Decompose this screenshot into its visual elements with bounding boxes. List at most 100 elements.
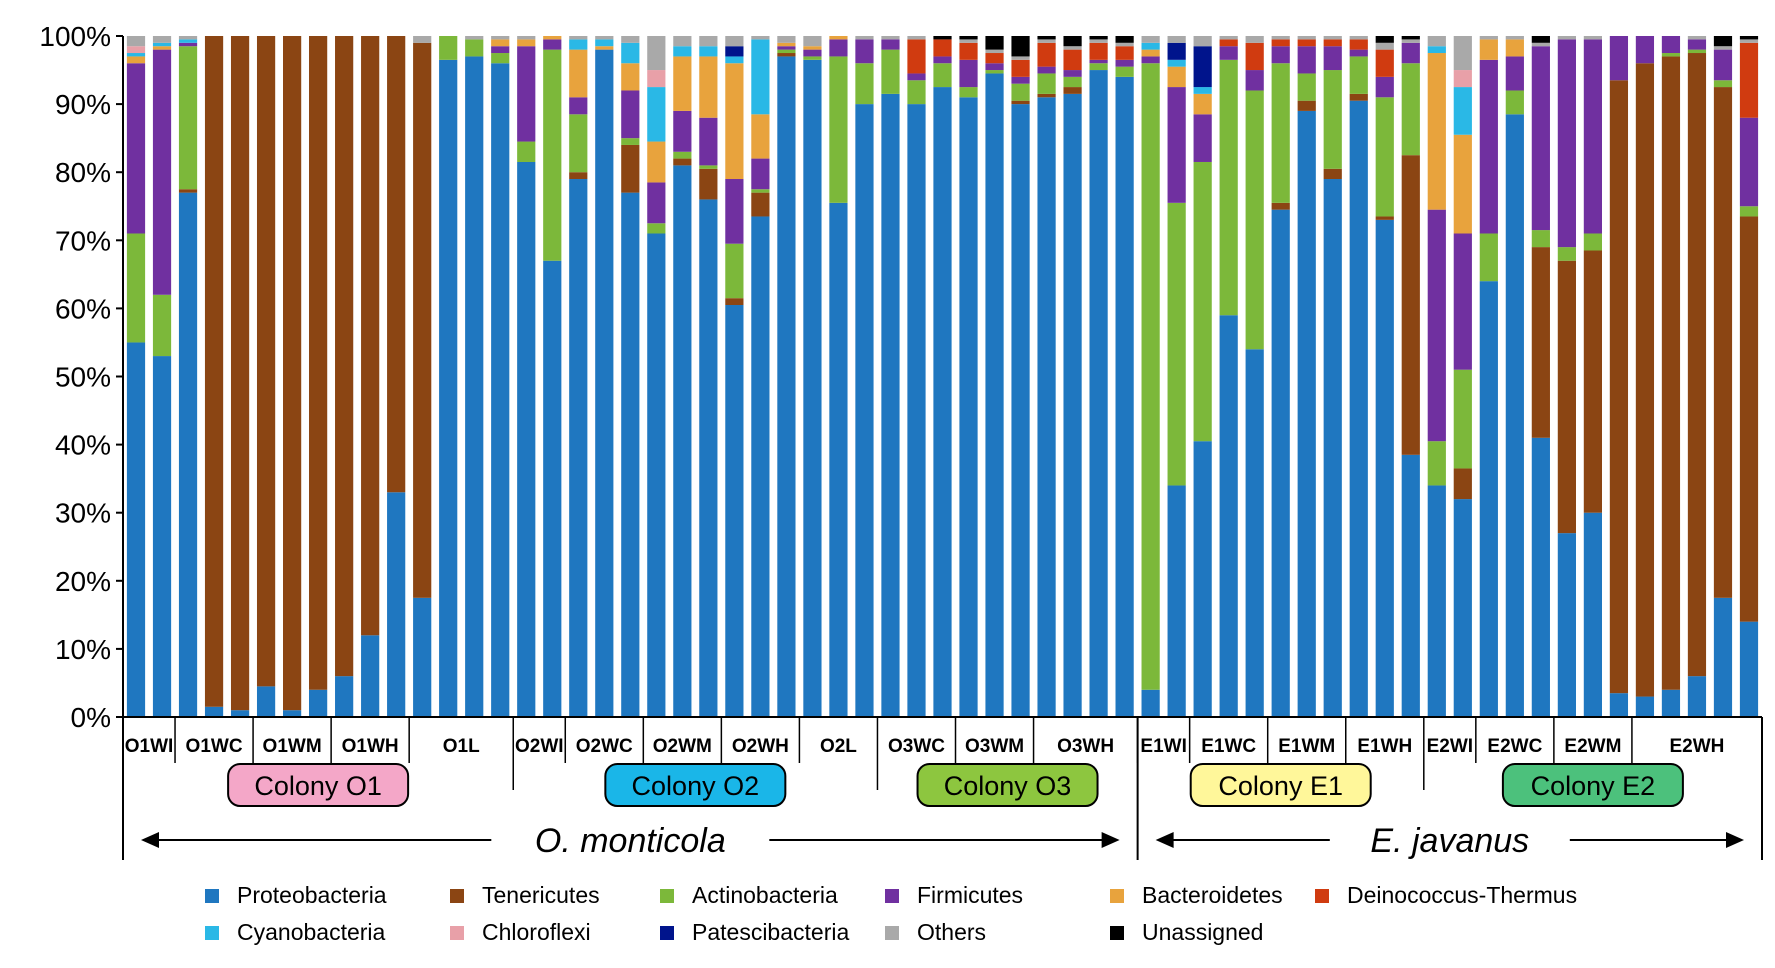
bar-o1wh-1 <box>335 36 354 717</box>
segment-others <box>1479 36 1498 40</box>
segment-others <box>985 49 1004 54</box>
species-label-o-monticola: O. monticola <box>535 822 726 860</box>
bar-o1wm-1 <box>256 36 276 717</box>
legend-label: Tenericutes <box>482 882 600 908</box>
bar-o1wm-2 <box>283 36 302 717</box>
bar-o1l-3 <box>465 36 484 718</box>
segment-cyanobacteria <box>621 42 640 64</box>
segment-others <box>647 36 666 71</box>
segment-cyanobacteria <box>178 39 198 43</box>
segment-others <box>1089 39 1108 43</box>
segment-firmicutes <box>1635 36 1655 64</box>
segment-others <box>1297 36 1316 40</box>
segment-bacteroidetes <box>491 39 510 47</box>
bar-o2wh-1 <box>725 36 744 717</box>
legend-label: Others <box>917 919 986 945</box>
segment-actinobacteria <box>725 243 744 299</box>
segment-others <box>1687 36 1707 40</box>
bar-e2wc-2 <box>1505 36 1524 717</box>
group-label-o2wm: O2WM <box>653 736 712 757</box>
segment-unassigned <box>1063 36 1082 47</box>
segment-firmicutes <box>855 39 874 64</box>
segment-proteobacteria <box>1609 693 1629 717</box>
legend-label: Bacteroidetes <box>1142 882 1283 908</box>
bar-o2l-1 <box>803 36 822 717</box>
segment-actinobacteria <box>1401 63 1420 156</box>
segment-firmicutes <box>178 42 198 47</box>
bar-o2wc-2 <box>595 36 614 718</box>
bar-o1wc-3 <box>230 36 250 717</box>
segment-others <box>491 36 510 40</box>
segment-proteobacteria <box>1167 485 1186 717</box>
segment-actinobacteria <box>1011 83 1030 101</box>
segment-unassigned <box>1037 36 1056 40</box>
segment-unassigned <box>1115 36 1134 43</box>
segment-tenericutes <box>1271 202 1290 210</box>
segment-bacteroidetes <box>751 114 770 159</box>
segment-actinobacteria <box>1375 97 1394 217</box>
bar-o3wh-4 <box>1115 36 1134 718</box>
segment-firmicutes <box>673 110 692 152</box>
segment-others <box>569 36 588 40</box>
segment-others <box>803 36 822 47</box>
segment-proteobacteria <box>1557 533 1576 717</box>
segment-firmicutes <box>933 56 952 64</box>
segment-tenericutes <box>1297 100 1316 111</box>
segment-tenericutes <box>1713 87 1733 598</box>
bar-e2wc-1 <box>1479 36 1498 717</box>
segment-firmicutes <box>1453 233 1472 370</box>
segment-bacteroidetes <box>699 56 718 118</box>
segment-actinobacteria <box>152 294 172 357</box>
bar-e1wm-1 <box>1271 36 1290 717</box>
segment-actinobacteria <box>1713 80 1733 88</box>
bar-o1wm-3 <box>309 36 328 717</box>
segment-actinobacteria <box>855 63 874 105</box>
segment-proteobacteria <box>387 492 406 717</box>
segment-tenericutes <box>1401 155 1420 455</box>
segment-others <box>621 36 640 43</box>
segment-cyanobacteria <box>1453 87 1472 135</box>
bar-e1wi-2 <box>1167 36 1186 717</box>
segment-bacteroidetes <box>152 46 172 50</box>
legend-swatch <box>450 889 464 903</box>
segment-actinobacteria <box>126 233 146 343</box>
segment-others <box>1011 56 1030 60</box>
segment-tenericutes <box>387 36 406 493</box>
segment-actinobacteria <box>569 114 588 173</box>
segment-deinococcus-thermus <box>1011 59 1030 77</box>
segment-proteobacteria <box>595 49 614 718</box>
segment-tenericutes <box>1323 168 1342 180</box>
segment-bacteroidetes <box>1453 134 1472 234</box>
segment-proteobacteria <box>1011 104 1030 718</box>
segment-cyanobacteria <box>1167 59 1186 67</box>
segment-proteobacteria <box>309 689 328 717</box>
bar-o1l-2 <box>439 36 458 717</box>
segment-proteobacteria <box>126 342 146 717</box>
segment-bacteroidetes <box>777 42 796 47</box>
group-label-e1wm: E1WM <box>1278 736 1335 757</box>
y-tick-label: 70% <box>55 225 111 256</box>
segment-firmicutes <box>777 46 796 50</box>
segment-proteobacteria <box>1739 621 1759 717</box>
bar-e1wc-1 <box>1193 36 1212 717</box>
segment-unassigned <box>985 36 1004 50</box>
segment-others <box>1323 36 1342 40</box>
segment-actinobacteria <box>959 87 978 98</box>
segment-firmicutes <box>1609 36 1629 81</box>
segment-proteobacteria <box>699 199 718 717</box>
segment-proteobacteria <box>621 192 640 717</box>
segment-tenericutes <box>1349 93 1368 101</box>
bar-o2l-2 <box>829 36 848 718</box>
segment-firmicutes <box>881 39 900 50</box>
segment-others <box>1713 46 1733 50</box>
segment-actinobacteria <box>1349 56 1368 94</box>
segment-actinobacteria <box>829 56 848 203</box>
segment-proteobacteria <box>1141 689 1160 717</box>
bars-layer <box>126 36 1759 718</box>
segment-proteobacteria <box>1661 689 1681 717</box>
segment-others <box>1193 36 1212 47</box>
bar-e2wm-1 <box>1557 36 1576 717</box>
y-tick-label: 0% <box>71 702 111 733</box>
segment-proteobacteria <box>907 104 926 718</box>
